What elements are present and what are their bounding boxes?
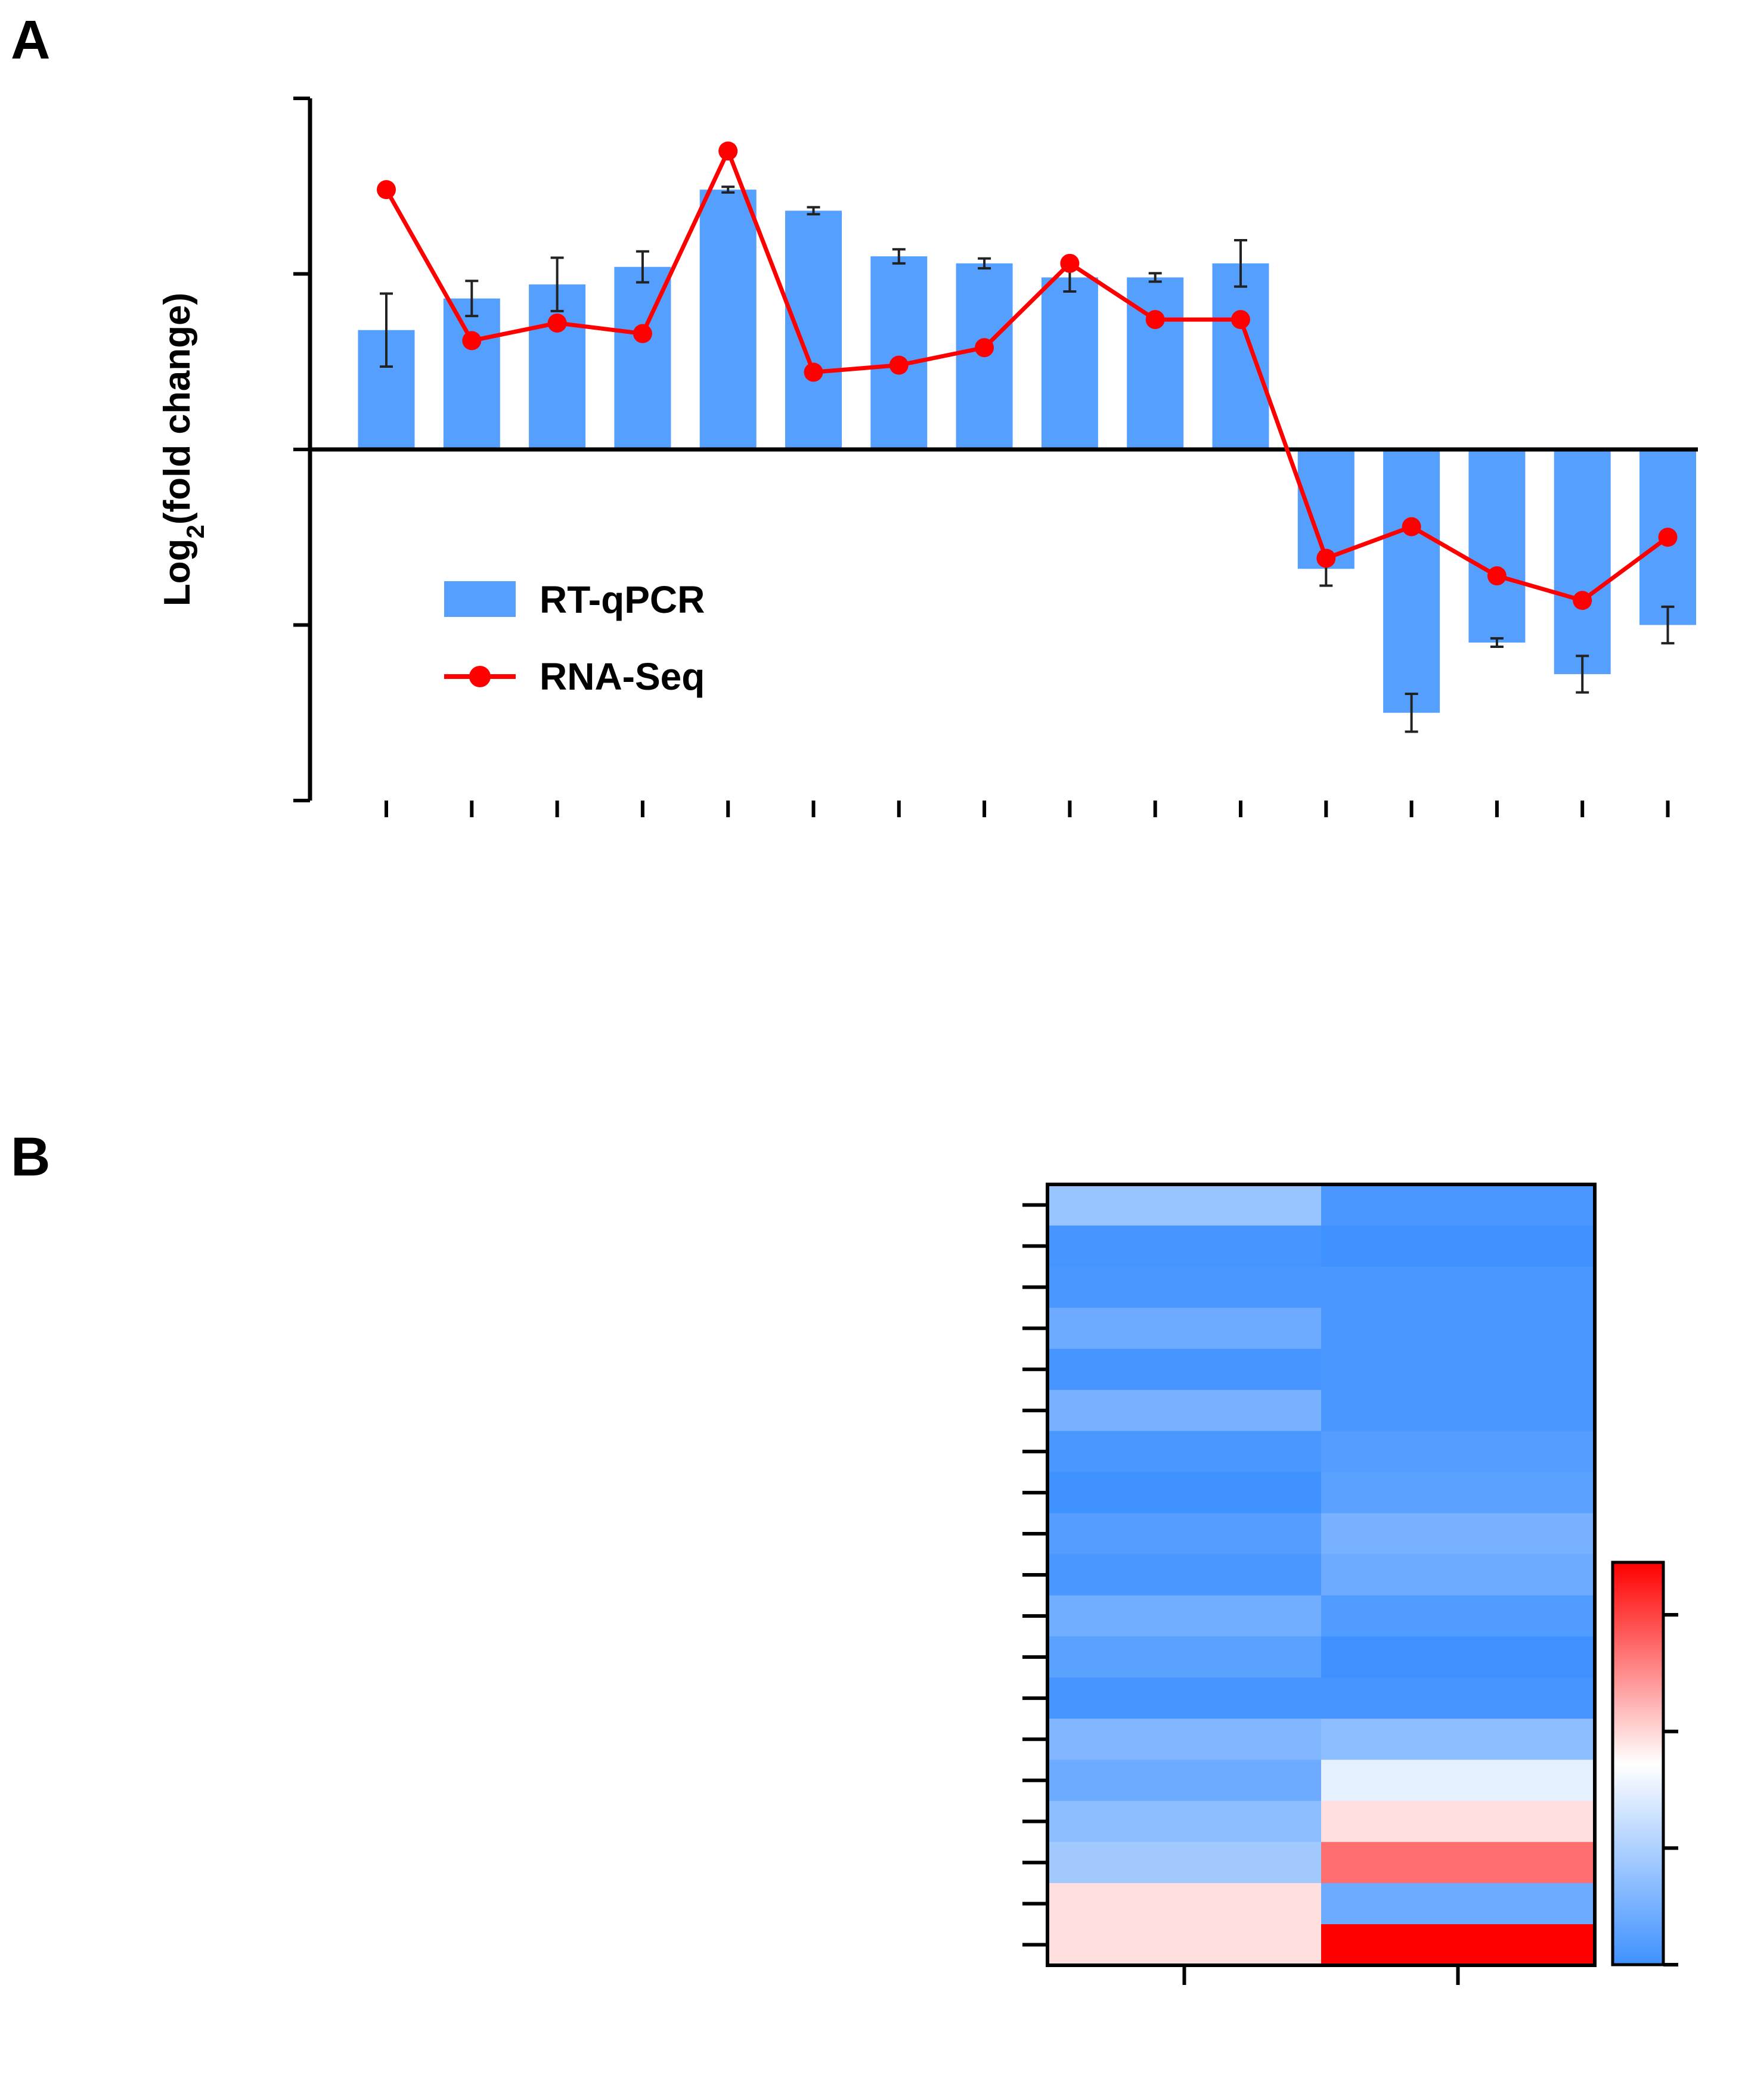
cell-sigma-factors-down xyxy=(1047,1677,1321,1719)
rna-seq-point-xocgx-0778 xyxy=(462,331,482,350)
rna-seq-point-xocgx-1557 xyxy=(1658,528,1678,547)
y-axis-label: Log2(fold change) xyxy=(157,293,209,606)
rna-seq-point-xocgx-4080 xyxy=(1060,253,1080,273)
cell-activators-repressors-down xyxy=(1047,1595,1321,1637)
rna-seq-point-xocgx-0022 xyxy=(1316,548,1336,568)
cell-cellular-processes-and-community-down xyxy=(1047,1801,1321,1842)
bar-xocgx-4080 xyxy=(1041,277,1098,449)
cell-cofactors-prosthetic-groups-carrier-biosynthesis-down xyxy=(1047,1266,1321,1308)
cell-fatty-acid-and-phosphatidic-acid-biosynthesis-up xyxy=(1321,1307,1595,1350)
rna-seq-point-feob xyxy=(1231,310,1250,330)
cell-cell-structure-down xyxy=(1047,1760,1321,1801)
cell-mobile-genetic-elements-mobilomes-up xyxy=(1321,1883,1595,1925)
cell-pathogenicity-virulence-invasion-and-adaptation-up xyxy=(1321,1842,1595,1884)
rna-seq-point-xocgx-2726 xyxy=(804,362,823,382)
rna-seq-point-bfd xyxy=(377,180,396,200)
cell-cofactors-prosthetic-groups-carrier-biosynthesis-up xyxy=(1321,1266,1595,1308)
bar-flgm xyxy=(1383,449,1440,713)
cell-energy-metabolism-carbon-metabolism-down xyxy=(1047,1513,1321,1555)
cell-kinases-phosphatases-up xyxy=(1321,1636,1595,1678)
legend: RT-qPCR RNA-Seq xyxy=(444,578,705,698)
cell-kinases-phosphatases-down xyxy=(1047,1636,1321,1678)
cell-sigma-factors-up xyxy=(1321,1677,1595,1719)
row-labels xyxy=(1022,1203,1047,1947)
cell-energy-metabolism-carbon-metabolism-up xyxy=(1321,1513,1595,1555)
legend-label-rnaseq: RNA-Seq xyxy=(540,655,705,698)
cell-fatty-acid-and-phosphatidic-acid-biosynthesis-down xyxy=(1047,1307,1321,1350)
x-ticks xyxy=(385,801,1670,817)
legend-swatch-marker xyxy=(469,666,491,687)
cell-degradation-of-polysaccharides-and-oligosaccharides-down xyxy=(1047,1348,1321,1391)
colorbar xyxy=(1611,1561,1678,1966)
bar-xocgx-0778 xyxy=(443,298,500,449)
cell-degradation-of-polysaccharides-and-oligosaccharides-up xyxy=(1321,1348,1595,1391)
rna-seq-point-psta xyxy=(975,338,994,358)
heatmap-cells xyxy=(1047,1184,1595,1966)
cell-degradation-of-small-molecules-down xyxy=(1047,1389,1321,1432)
panel-b-label: B xyxy=(11,1127,50,1187)
cell-poorly-characterized-or-undefined-category-down xyxy=(1047,1924,1321,1966)
cell-activators-repressors-up xyxy=(1321,1595,1595,1637)
colorbar-gradient xyxy=(1611,1561,1665,1966)
bar-xocgx-3136 xyxy=(1468,449,1526,643)
cell-nucleotide-biosynthesis-up xyxy=(1321,1225,1595,1267)
cell-central-intermediary-metabolism-down xyxy=(1047,1472,1321,1514)
column-labels xyxy=(1182,1965,1460,1985)
cell-degradation-of-small-molecules-up xyxy=(1321,1389,1595,1432)
bar-hutg xyxy=(1554,449,1611,674)
cell-two-component-systems-up xyxy=(1321,1554,1595,1596)
panel-b-heatmap xyxy=(1022,1183,1678,1985)
cell-amino-acid-biosynthesis-down xyxy=(1047,1184,1321,1226)
bar-fade xyxy=(699,190,757,449)
rna-seq-point-xocgx-3136 xyxy=(1487,566,1507,586)
legend-swatch-bar xyxy=(444,581,516,617)
rna-seq-point-hutg xyxy=(1573,591,1592,610)
panel-a-label: A xyxy=(11,10,50,70)
cell-macromolecule-metabolism-up xyxy=(1321,1719,1595,1760)
legend-label-rtqpcr: RT-qPCR xyxy=(540,578,705,621)
cell-cellular-processes-and-community-up xyxy=(1321,1801,1595,1842)
cell-central-intermediary-metabolism-up xyxy=(1321,1472,1595,1514)
y-ticks xyxy=(293,97,310,802)
cell-degradation-of-lipids-up xyxy=(1321,1431,1595,1473)
rna-seq-point-xocgx-4385 xyxy=(1145,310,1165,330)
cell-nucleotide-biosynthesis-down xyxy=(1047,1225,1321,1267)
cell-cell-structure-up xyxy=(1321,1760,1595,1801)
bar-xocgx-2726 xyxy=(785,210,842,449)
cell-two-component-systems-down xyxy=(1047,1554,1321,1596)
rna-seq-point-flgm xyxy=(1402,517,1421,536)
rna-seq-point-xocgx-0420 xyxy=(547,313,567,333)
rna-seq-point-fade xyxy=(718,141,738,161)
error-bars xyxy=(380,185,1675,733)
bar-gume xyxy=(870,256,928,449)
cell-degradation-of-lipids-down xyxy=(1047,1431,1321,1473)
rna-seq-series xyxy=(377,141,1678,610)
cell-mobile-genetic-elements-mobilomes-down xyxy=(1047,1883,1321,1925)
rna-seq-point-xocgx-1445 xyxy=(633,324,652,343)
colorbar-ticks xyxy=(1663,1613,1678,1966)
cell-macromolecule-metabolism-down xyxy=(1047,1719,1321,1760)
cell-poorly-characterized-or-undefined-category-up xyxy=(1321,1924,1595,1966)
cell-amino-acid-biosynthesis-up xyxy=(1321,1184,1595,1226)
cell-pathogenicity-virulence-invasion-and-adaptation-down xyxy=(1047,1842,1321,1884)
rna-seq-line xyxy=(384,148,1669,603)
rna-seq-point-gume xyxy=(889,355,909,375)
panel-a-chart: Log2(fold change) RT-qPCR RNA-Seq xyxy=(157,97,1698,817)
bar-feob xyxy=(1212,263,1269,449)
bar-xocgx-4385 xyxy=(1127,277,1184,449)
